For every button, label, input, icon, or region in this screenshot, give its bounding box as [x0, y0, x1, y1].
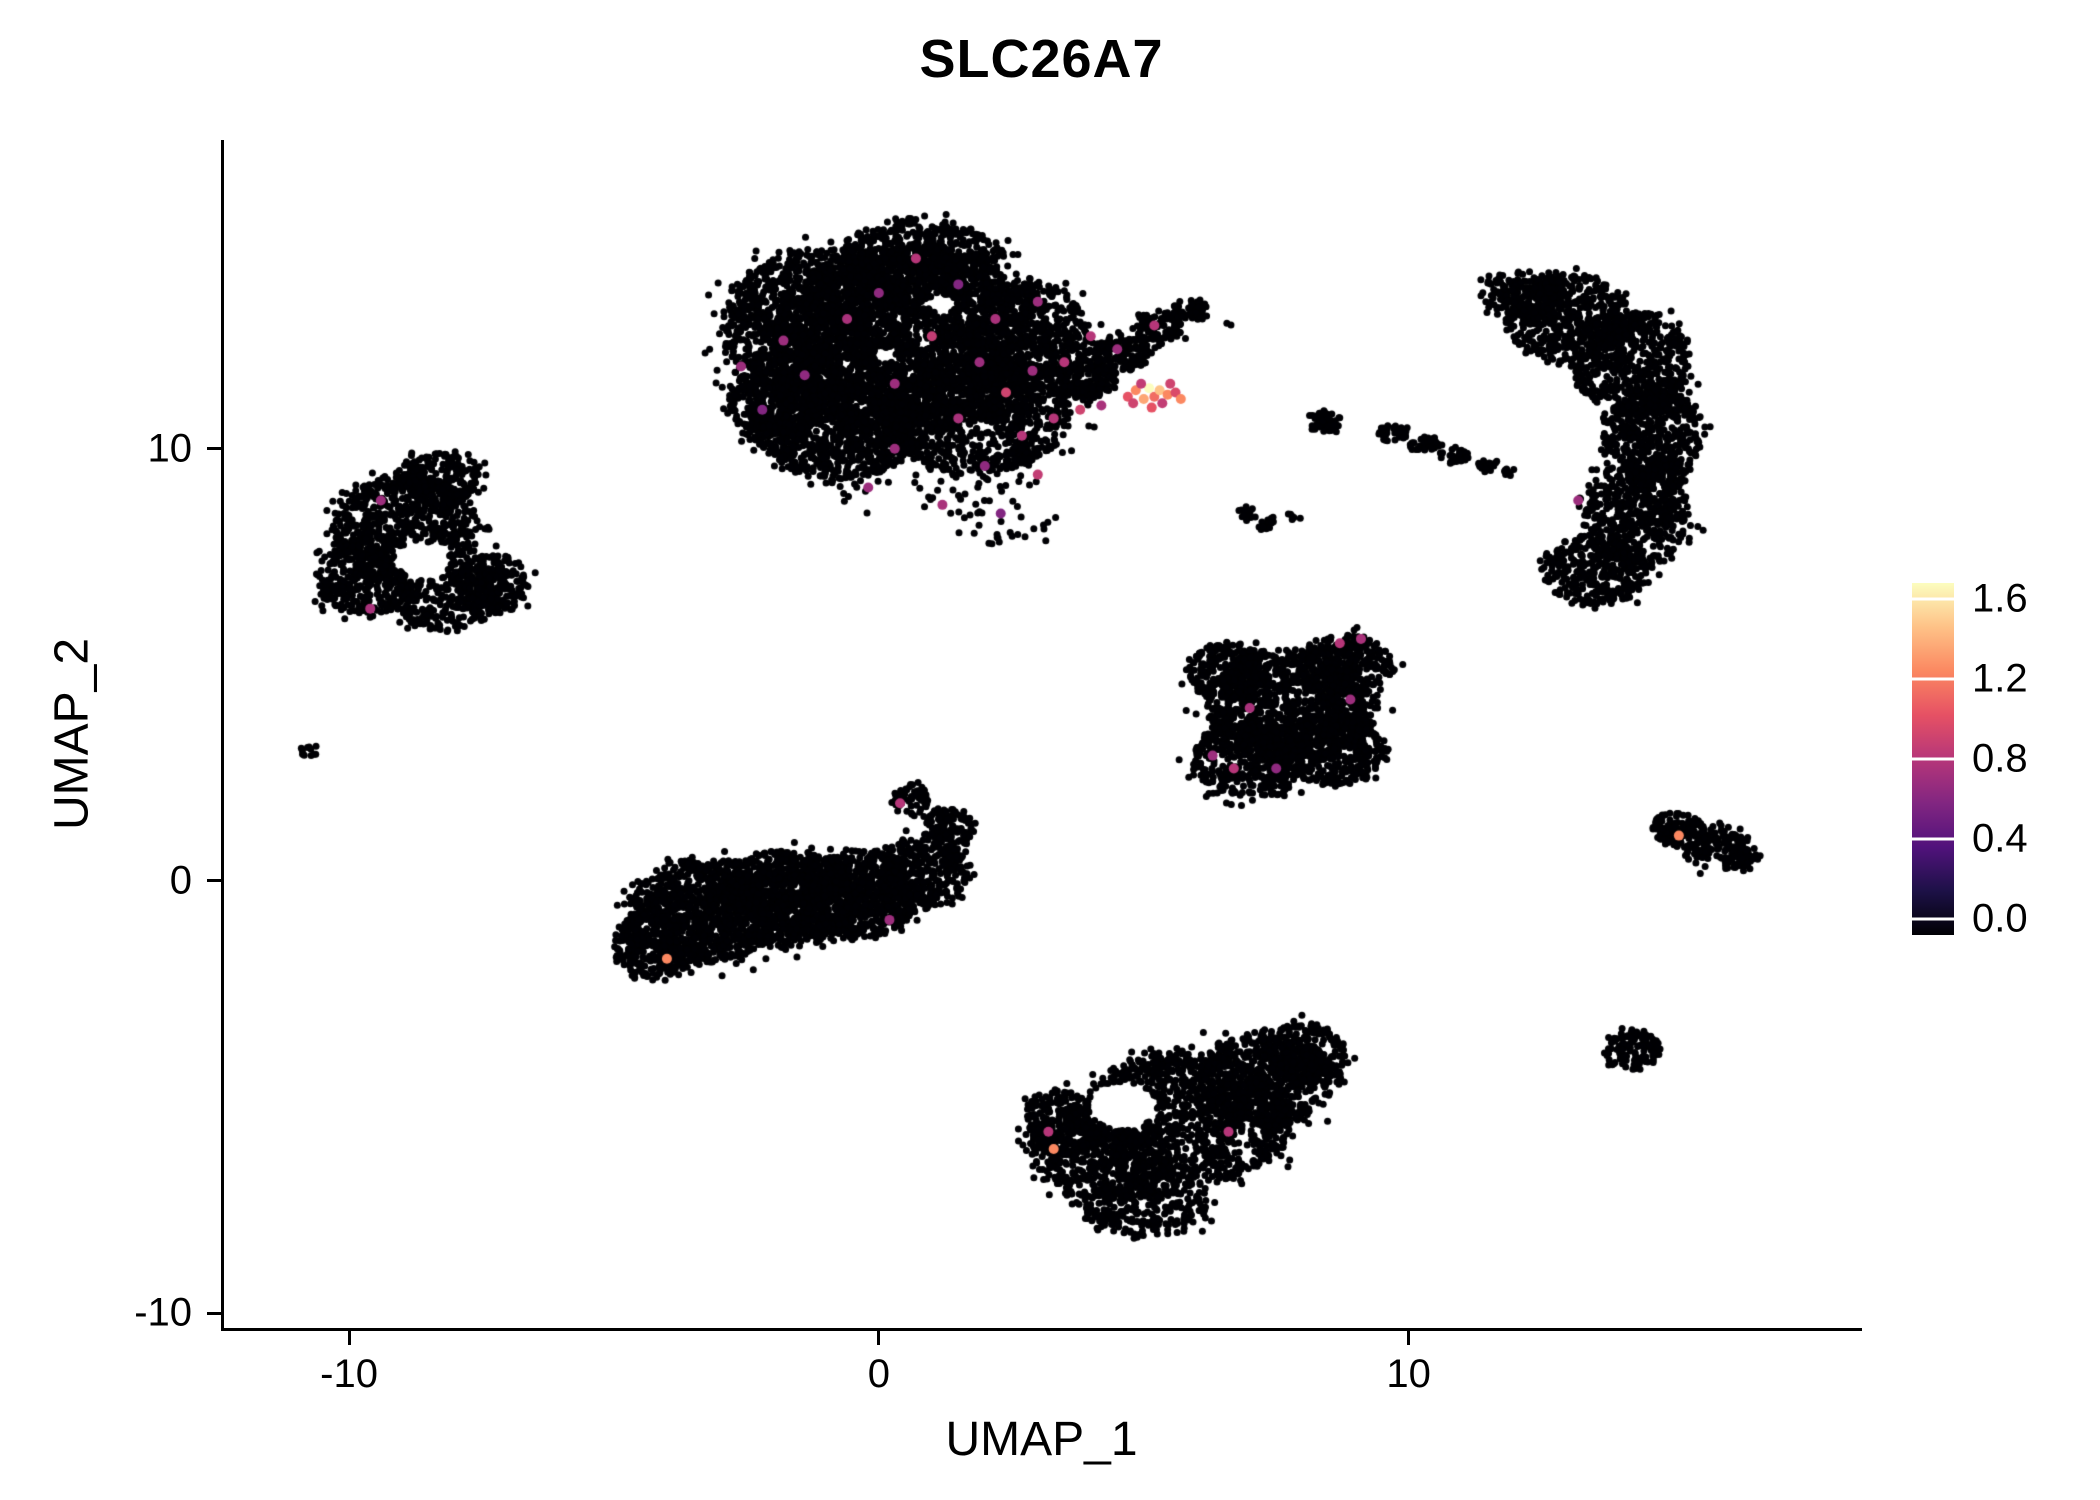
- x-tick-mark: [877, 1331, 881, 1345]
- colorbar-tick-label: 0.4: [1972, 816, 2028, 861]
- y-axis-line: [221, 140, 224, 1331]
- x-tick-mark: [347, 1331, 351, 1345]
- colorbar-tick-mark: [1912, 757, 1954, 761]
- y-tick-label: -10: [134, 1290, 192, 1335]
- colorbar-tick-label: 0.0: [1972, 896, 2028, 941]
- colorbar-tick-label: 0.8: [1972, 736, 2028, 781]
- x-tick-label: -10: [320, 1352, 378, 1396]
- y-tick-mark: [207, 1311, 221, 1315]
- x-tick-label: 0: [867, 1352, 890, 1396]
- y-tick-mark: [207, 447, 221, 451]
- x-axis-line: [221, 1328, 1862, 1331]
- y-tick-label: 0: [169, 858, 192, 903]
- colorbar-legend: 1.6 1.2 0.8 0.4 0.0: [1912, 577, 2092, 941]
- x-tick-label: 10: [1386, 1352, 1431, 1396]
- y-tick-label: 10: [147, 426, 193, 471]
- y-axis-label: UMAP_2: [45, 637, 99, 831]
- colorbar-tick-mark: [1912, 677, 1954, 681]
- colorbar-tick-label: 1.6: [1972, 576, 2028, 621]
- colorbar-tick-label: 1.2: [1972, 656, 2028, 701]
- x-tick-mark: [1407, 1331, 1411, 1345]
- y-tick-mark: [207, 879, 221, 883]
- colorbar-tick-mark: [1912, 917, 1954, 921]
- x-axis-label: UMAP_1: [945, 1413, 1138, 1466]
- colorbar-tick-mark: [1912, 597, 1954, 601]
- colorbar-tick-mark: [1912, 837, 1954, 841]
